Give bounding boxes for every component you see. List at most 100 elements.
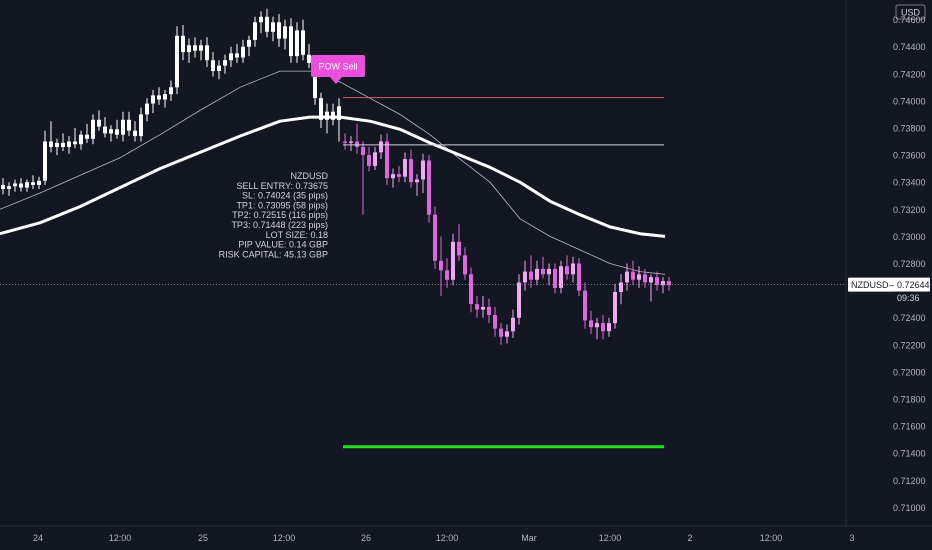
candle-body — [595, 323, 599, 328]
candle-body — [295, 30, 299, 57]
signal-label-box — [311, 55, 365, 77]
candle-body — [433, 214, 437, 261]
candle-body — [7, 186, 11, 189]
y-tick-label: 0.71800 — [893, 395, 926, 405]
y-tick-label: 0.72400 — [893, 313, 926, 323]
candle-body — [565, 266, 569, 275]
candle-body — [583, 290, 587, 321]
last-price-tag[interactable]: NZDUSD –0.72644 09:36 — [848, 277, 930, 304]
candle-body — [229, 53, 233, 61]
candle-body — [283, 26, 287, 39]
y-tick-label: 0.71200 — [893, 476, 926, 486]
candle-body — [307, 54, 311, 63]
candle-body — [31, 182, 35, 185]
x-tick-label: 3 — [849, 533, 854, 543]
y-tick-label: 0.73600 — [893, 151, 926, 161]
candle-body — [559, 266, 563, 288]
candle-body — [301, 30, 305, 55]
x-tick-label: 12:00 — [599, 533, 622, 543]
candle-body — [85, 134, 89, 139]
candle-body — [67, 141, 71, 147]
candle-body — [493, 315, 497, 329]
candle-body — [505, 331, 509, 337]
candle-body — [235, 53, 239, 58]
candle-body — [403, 159, 407, 177]
candle-body — [445, 270, 449, 280]
trade-info-line: TP3: 0.71448 (223 pips) — [231, 220, 328, 230]
candle-body — [631, 271, 635, 280]
candle-body — [163, 94, 167, 100]
x-tick-label: 2 — [687, 533, 692, 543]
candle-body — [319, 98, 323, 120]
slow-moving-average-line — [0, 115, 666, 238]
y-tick-label: 0.72200 — [893, 340, 926, 350]
y-tick-label: 0.73400 — [893, 178, 926, 188]
candle-body — [271, 22, 275, 32]
x-tick-label: 12:00 — [273, 533, 296, 543]
time-axis[interactable]: 24 12:00 25 12:00 26 12:00 Mar 12:00 2 12:00 3 — [0, 525, 932, 550]
candle-body — [463, 255, 467, 275]
price-axis[interactable]: USD 0.74600 0.74400 0.74200 0.74000 0.73800 0… — [845, 0, 932, 526]
candle-body — [37, 180, 41, 185]
candle-body — [529, 271, 533, 280]
candle-body — [469, 274, 473, 305]
trade-levels — [343, 97, 664, 449]
candle-body — [661, 281, 665, 286]
x-tick-label: 12:00 — [109, 533, 132, 543]
candle-body — [109, 129, 113, 134]
candle-body — [427, 160, 431, 215]
candle-body — [277, 22, 281, 39]
trade-info-line: SL: 0.74024 (35 pips) — [242, 191, 328, 201]
candle-body — [385, 141, 389, 179]
candle-body — [589, 320, 593, 328]
candle-body — [19, 183, 23, 188]
moving-averages — [0, 70, 666, 275]
candle-body — [259, 16, 263, 23]
candle-body — [265, 16, 269, 32]
candle-body — [619, 282, 623, 292]
candle-body — [79, 134, 83, 145]
overlay: POW Sell — [0, 55, 846, 286]
trade-info-line: SELL ENTRY: 0.73675 — [236, 181, 328, 191]
last-price-tag-box — [848, 277, 930, 292]
candle-body — [199, 45, 203, 51]
last-price-separator: – — [889, 280, 894, 290]
candle-body — [55, 142, 59, 147]
candle-body — [139, 114, 143, 137]
candle-body — [25, 182, 29, 188]
candle-body — [193, 45, 197, 51]
y-tick-label: 0.73800 — [893, 123, 926, 133]
candle-body — [511, 317, 515, 332]
candle-body — [439, 260, 443, 271]
y-tick-label: 0.71000 — [893, 503, 926, 513]
time-axis-background — [0, 526, 932, 550]
signal-marker[interactable]: POW Sell — [311, 55, 365, 84]
y-tick-label: 0.71600 — [893, 422, 926, 432]
candle-body — [355, 141, 359, 147]
candle-body — [331, 111, 335, 120]
signal-label-pointer — [330, 77, 342, 84]
candle-body — [373, 152, 377, 166]
candle-body — [181, 35, 185, 53]
candle-body — [391, 174, 395, 179]
y-tick-label: 0.74600 — [893, 15, 926, 25]
countdown-label: 09:36 — [897, 293, 920, 303]
candle-body — [613, 292, 617, 324]
candle-body — [571, 263, 575, 275]
candle-body — [667, 281, 671, 286]
currency-badge[interactable] — [895, 4, 926, 20]
candle-body — [475, 304, 479, 310]
last-price-value: 0.72644 — [897, 280, 930, 290]
y-tick-label: 0.73000 — [893, 232, 926, 242]
trade-info-line: TP1: 0.73095 (58 pips) — [236, 200, 328, 210]
candle-body — [289, 26, 293, 57]
signal-label: POW Sell — [318, 62, 357, 72]
candle-body — [145, 103, 149, 115]
trade-info-line: LOT SIZE: 0.18 — [266, 230, 328, 240]
x-tick-label: 24 — [33, 533, 43, 543]
candle-body — [175, 35, 179, 88]
candle-body — [649, 277, 653, 283]
x-tick-label: 12:00 — [760, 533, 783, 543]
